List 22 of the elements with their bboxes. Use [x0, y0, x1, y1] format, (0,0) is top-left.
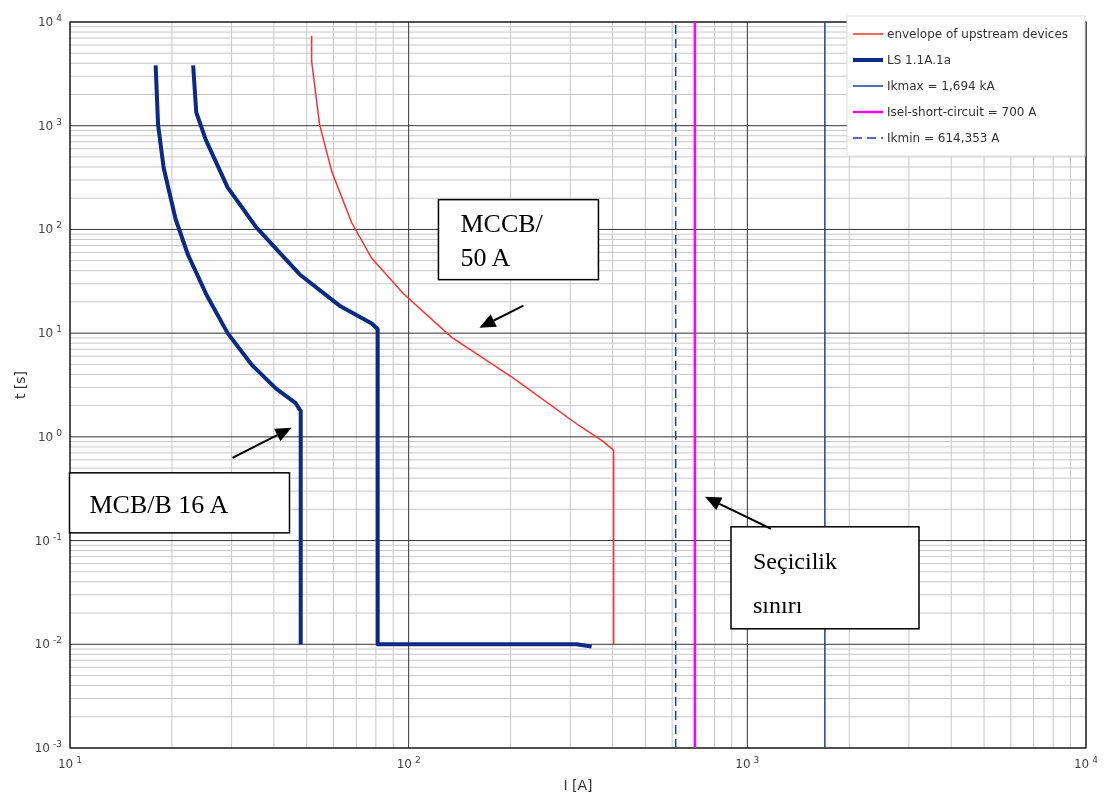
- x-tick-label: 10$^{4}$: [1073, 755, 1099, 771]
- y-tick-label: 10$^{4}$: [37, 13, 63, 29]
- legend-label: envelope of upstream devices: [887, 27, 1069, 41]
- legend-label: Isel-short-circuit = 700 A: [887, 105, 1038, 119]
- legend-label: Ikmax = 1,694 kA: [887, 79, 996, 93]
- x-tick-label: 10$^{2}$: [396, 755, 421, 771]
- y-tick-label: 10$^{2}$: [37, 220, 62, 237]
- y-tick-label: 10$^{3}$: [37, 116, 62, 133]
- x-tick-label: 10$^{1}$: [57, 755, 83, 771]
- legend-label: LS 1.1A.1a: [887, 53, 952, 67]
- legend-label: Ikmin = 614,353 A: [887, 131, 1001, 145]
- annotation: Seçicilik sınırı: [753, 547, 837, 618]
- annotation: MCCB/ 50 A: [460, 208, 544, 272]
- y-axis-title: t [s]: [12, 370, 28, 400]
- x-tick-label: 10$^{3}$: [735, 755, 760, 771]
- y-tick-label: 10$^{-3}$: [34, 739, 62, 755]
- y-tick-label: 10$^{1}$: [37, 324, 62, 341]
- y-tick-label: 10$^{0}$: [37, 427, 63, 444]
- y-tick-label: 10$^{-2}$: [34, 635, 62, 652]
- y-tick-label: 10$^{-1}$: [34, 531, 62, 548]
- x-axis-title: I [A]: [563, 777, 593, 793]
- annotation: MCB/B 16 A: [89, 489, 229, 519]
